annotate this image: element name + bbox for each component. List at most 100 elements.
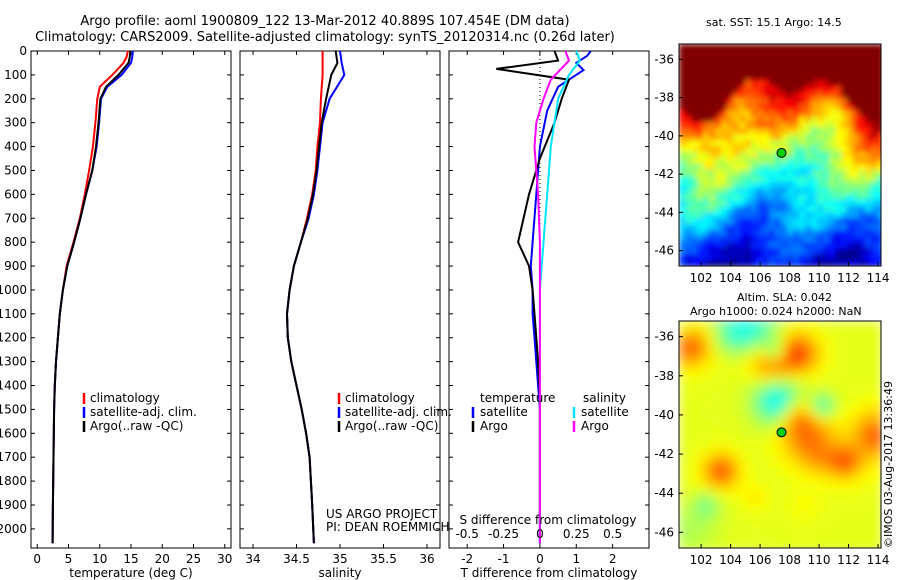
sla-cell: [791, 363, 799, 371]
sst-cell: [805, 86, 812, 93]
sla-cell: [833, 384, 841, 392]
sst-cell: [691, 224, 698, 231]
sla-cell: [742, 412, 750, 420]
sst-cell: [817, 68, 824, 75]
sst-cell: [685, 44, 692, 51]
sla-cell: [805, 482, 813, 490]
sla-cell: [693, 370, 701, 378]
sla-cell: [679, 419, 687, 427]
sla-cell: [693, 356, 701, 364]
sst-cell: [799, 146, 806, 153]
sst-cell: [871, 146, 878, 153]
sla-cell: [756, 454, 764, 462]
sst-cell: [721, 242, 728, 249]
sst-cell: [769, 260, 776, 266]
sla-cell: [679, 398, 687, 406]
sla-cell: [679, 468, 687, 476]
sst-cell: [853, 98, 860, 105]
sst-cell: [859, 254, 866, 261]
sla-cell: [784, 391, 792, 399]
sst-cell: [721, 164, 728, 171]
sst-cell: [865, 218, 872, 225]
sst-cell: [775, 92, 782, 99]
sst-cell: [715, 152, 722, 159]
sst-cell: [763, 110, 770, 117]
y-tick-label: -42: [654, 447, 674, 461]
y-tick-label: 1600: [0, 426, 27, 440]
sst-cell: [841, 116, 848, 123]
sla-cell: [847, 321, 855, 329]
sst-cell: [805, 164, 812, 171]
y-tick-label: 1300: [0, 355, 27, 369]
sla-cell: [812, 391, 820, 399]
sst-cell: [829, 86, 836, 93]
sst-cell: [769, 164, 776, 171]
sst-cell: [811, 44, 818, 51]
sla-cell: [707, 538, 715, 546]
sla-cell: [840, 503, 848, 511]
sla-cell: [693, 398, 701, 406]
sst-cell: [823, 200, 830, 207]
sst-cell: [829, 116, 836, 123]
sst-cell: [691, 248, 698, 255]
sst-cell: [859, 122, 866, 129]
series-line-argo-raw-qc-: [285, 50, 339, 544]
sst-cell: [727, 122, 734, 129]
sla-cell: [763, 517, 771, 525]
sst-cell: [757, 218, 764, 225]
sst-cell: [799, 158, 806, 165]
sla-cell: [840, 510, 848, 518]
sst-cell: [805, 146, 812, 153]
sst-cell: [811, 98, 818, 105]
sst-cell: [871, 164, 878, 171]
sla-cell: [868, 391, 876, 399]
sst-cell: [703, 62, 710, 69]
sst-cell: [703, 194, 710, 201]
sla-cell: [763, 503, 771, 511]
sst-cell: [733, 230, 740, 237]
sla-cell: [735, 447, 743, 455]
sla-cell: [756, 419, 764, 427]
sla-cell: [700, 321, 708, 329]
sla-cell: [728, 447, 736, 455]
sst-cell: [763, 188, 770, 195]
sla-cell: [749, 377, 757, 385]
sst-cell: [745, 206, 752, 213]
sst-cell: [787, 98, 794, 105]
sla-cell: [784, 384, 792, 392]
sla-cell: [763, 412, 771, 420]
sst-cell: [757, 242, 764, 249]
sst-cell: [805, 182, 812, 189]
sst-cell: [733, 98, 740, 105]
sla-cell: [728, 349, 736, 357]
sst-cell: [865, 236, 872, 243]
sst-cell: [859, 248, 866, 255]
x-tick-label: 5: [65, 552, 73, 566]
sla-cell: [875, 377, 881, 385]
sst-cell: [829, 122, 836, 129]
sla-cell: [826, 398, 834, 406]
sla-cell: [819, 349, 827, 357]
sst-cell: [841, 194, 848, 201]
series-line-satellite-adj-clim-: [51, 50, 134, 544]
sla-cell: [714, 426, 722, 434]
sla-cell: [805, 440, 813, 448]
sla-cell: [847, 503, 855, 511]
sla-cell: [833, 391, 841, 399]
sla-cell: [693, 454, 701, 462]
sla-cell: [868, 419, 876, 427]
sst-cell: [691, 152, 698, 159]
sst-cell: [799, 92, 806, 99]
sst-cell: [757, 200, 764, 207]
sst-cell: [745, 146, 752, 153]
sla-cell: [679, 524, 687, 532]
sla-cell: [728, 398, 736, 406]
sst-cell: [715, 182, 722, 189]
sst-cell: [745, 188, 752, 195]
sla-cell: [819, 363, 827, 371]
sst-cell: [799, 134, 806, 141]
sst-cell: [877, 44, 881, 51]
sst-cell: [829, 206, 836, 213]
sla-cell: [798, 482, 806, 490]
sla-cell: [763, 475, 771, 483]
